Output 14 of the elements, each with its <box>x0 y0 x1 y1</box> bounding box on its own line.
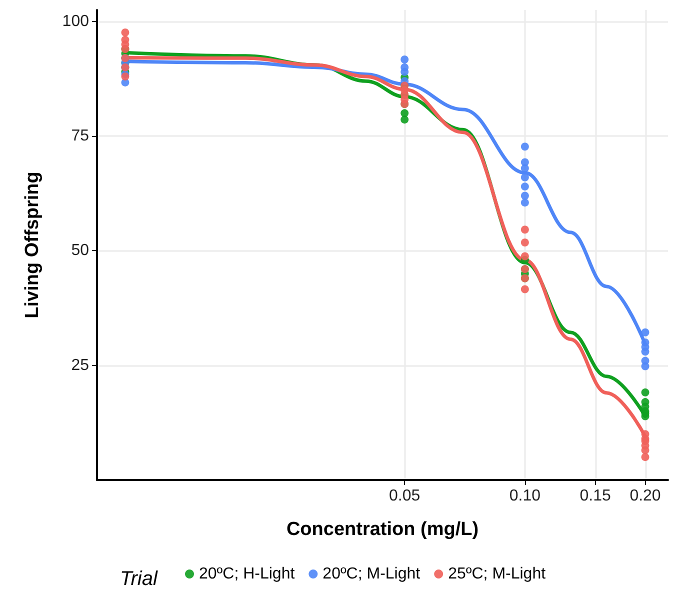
y-tick-label: 50 <box>71 242 90 260</box>
x-tick-label: 0.10 <box>509 488 541 504</box>
y-tick-label: 75 <box>71 128 90 145</box>
x-tick-label: 0.15 <box>580 488 611 504</box>
legend-label: 20ºC; M-Light <box>322 566 421 582</box>
legend-title: Trial <box>120 568 158 590</box>
y-tick-label: 25 <box>71 356 90 374</box>
x-tick-label: 0.05 <box>389 488 420 504</box>
x-tick-label: 0.20 <box>630 488 661 504</box>
y-tick-label: 100 <box>62 12 90 30</box>
y-axis-title: Living Offspring <box>22 172 43 318</box>
x-axis-title: Concentration (mg/L) <box>286 519 479 540</box>
legend-label: 20ºC; H-Light <box>199 566 296 582</box>
legend-label: 25ºC; M-Light <box>448 566 546 582</box>
